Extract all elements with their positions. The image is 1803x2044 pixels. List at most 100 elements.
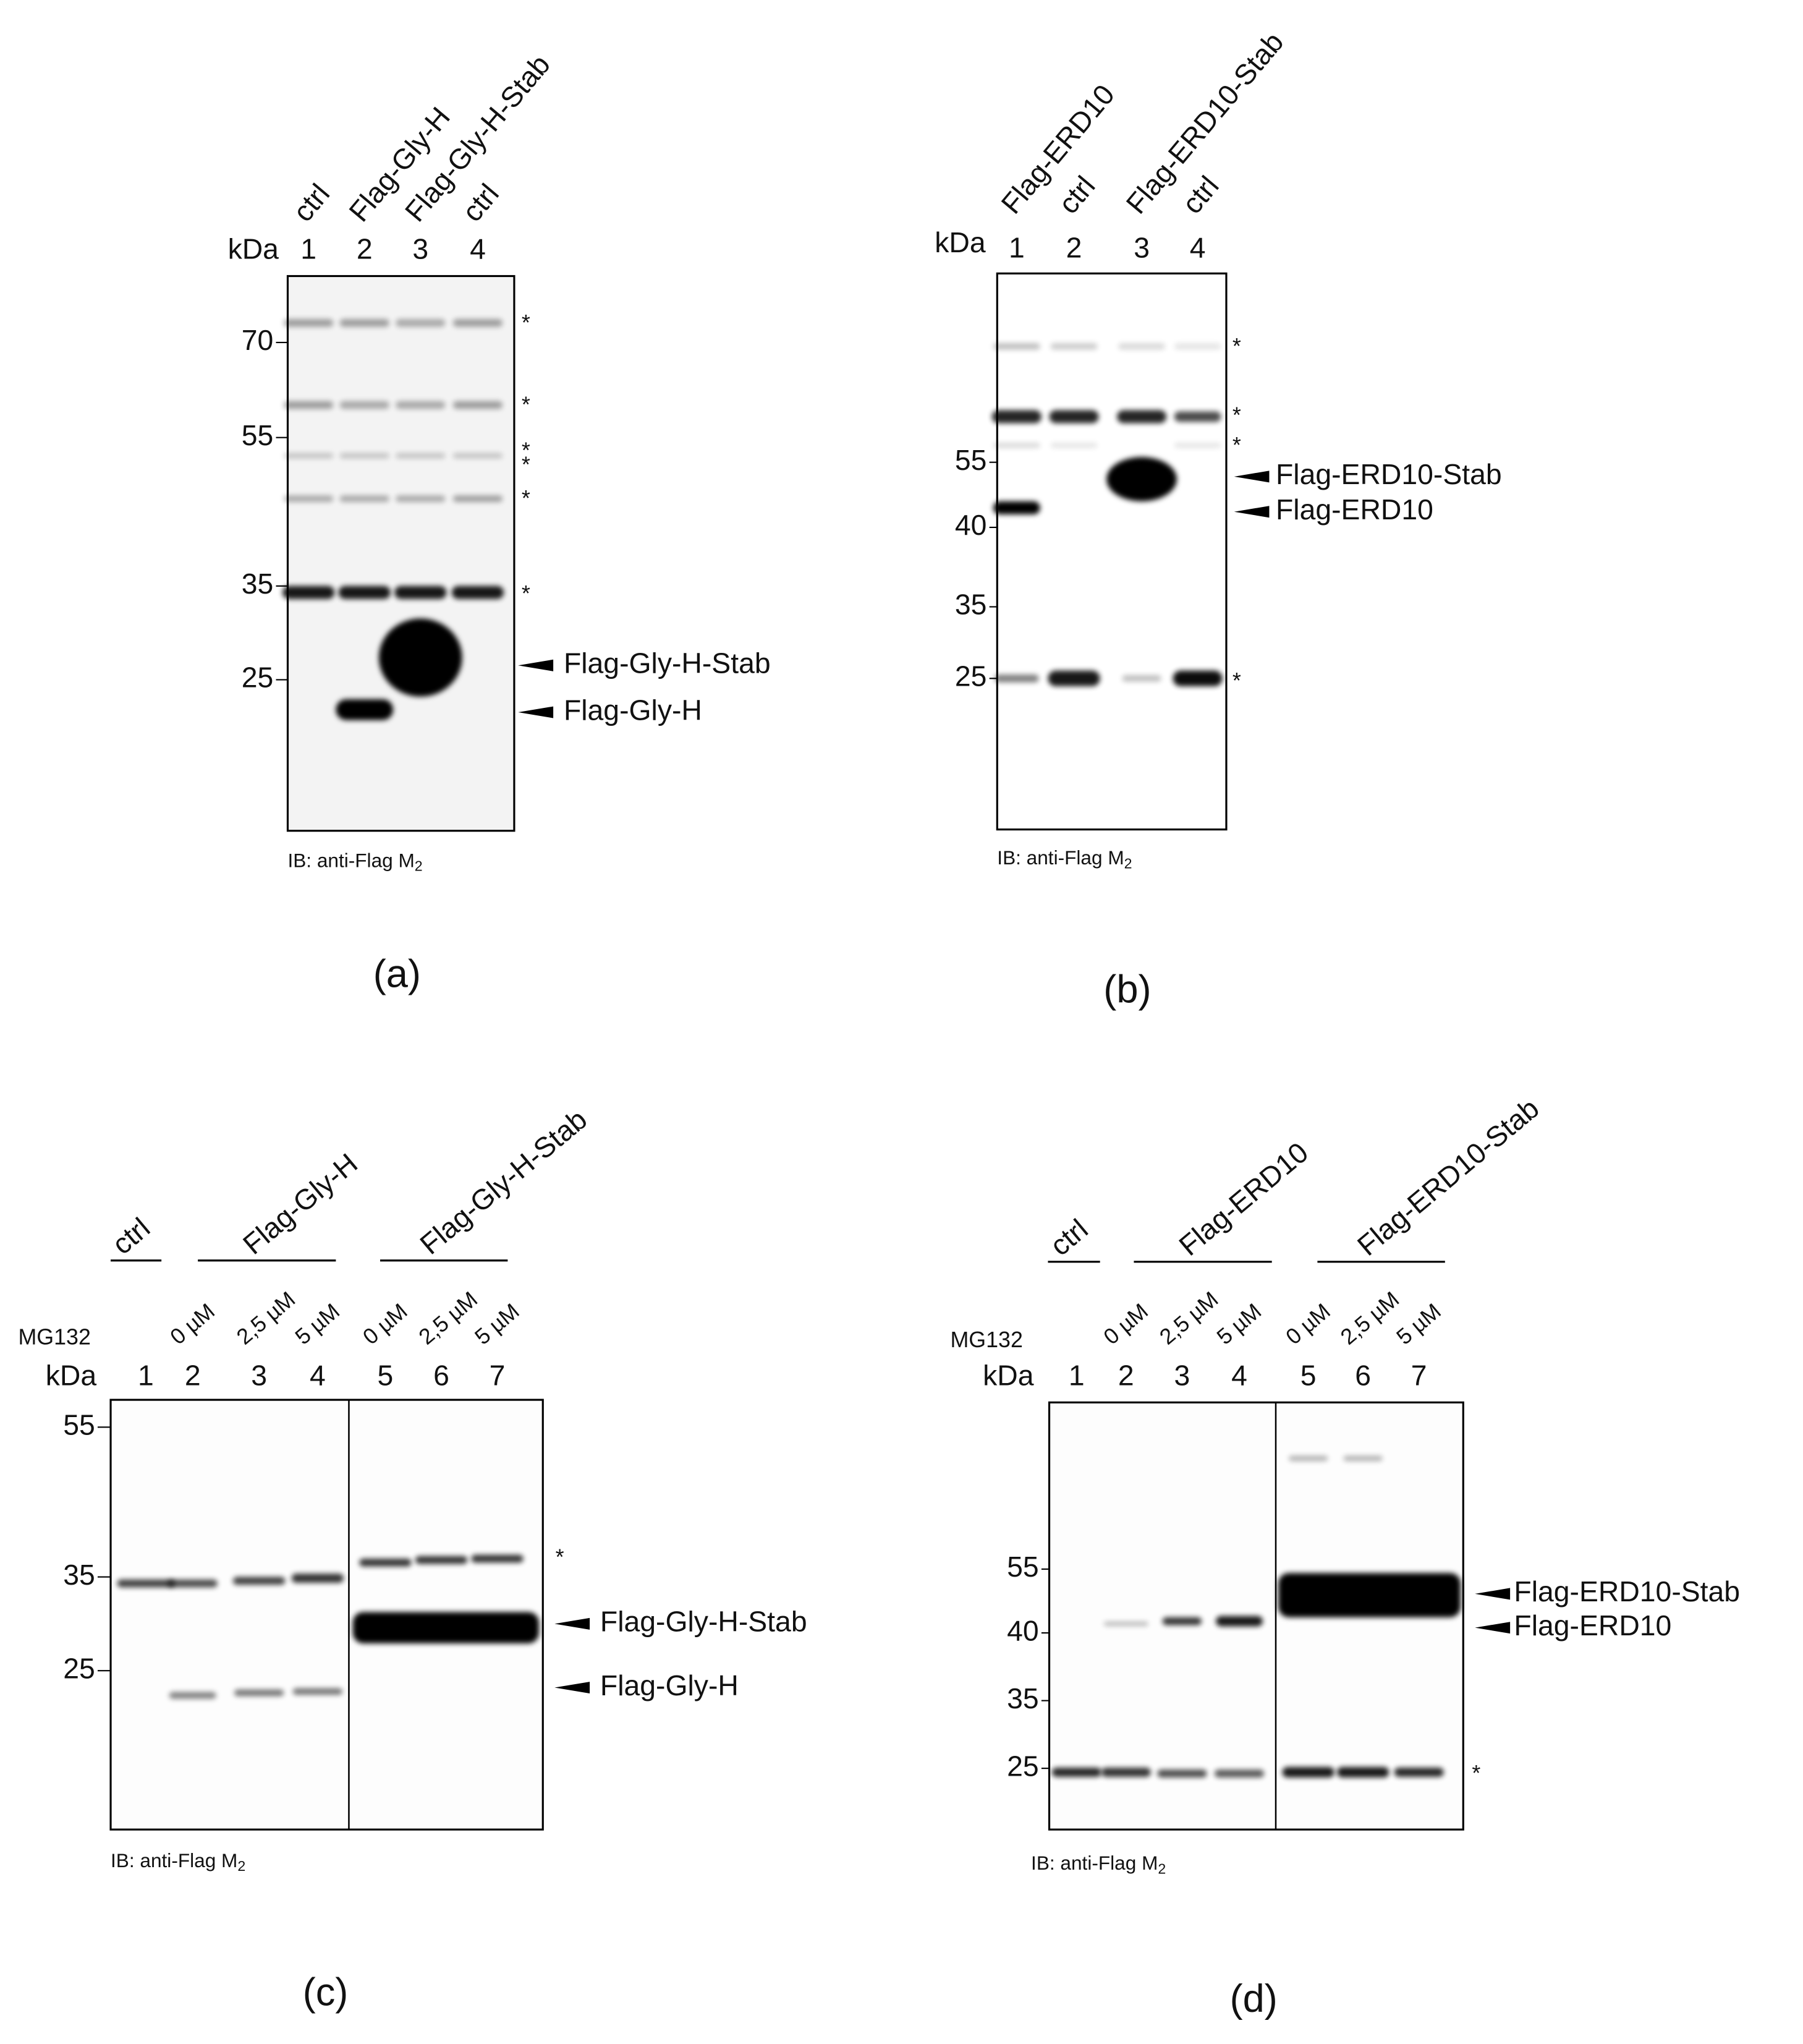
lane-number: 1 bbox=[138, 1360, 154, 1392]
asterisk: * bbox=[522, 486, 530, 511]
lane-number: 4 bbox=[1231, 1360, 1247, 1392]
band bbox=[1282, 1767, 1334, 1778]
band bbox=[234, 1689, 284, 1697]
lane-label: ctrl bbox=[1176, 170, 1225, 220]
subscript: 2 bbox=[1124, 856, 1132, 872]
asterisk: * bbox=[1232, 433, 1241, 458]
band bbox=[1157, 1769, 1207, 1778]
kda-label: kDa bbox=[46, 1360, 97, 1392]
subscript: 2 bbox=[237, 1858, 245, 1874]
band-label: Flag-Gly-H bbox=[564, 694, 702, 726]
asterisk: * bbox=[1472, 1761, 1480, 1786]
group-label: Flag-ERD10 bbox=[1173, 1136, 1314, 1262]
band-label: Flag-ERD10-Stab bbox=[1276, 458, 1502, 490]
lane-number: 2 bbox=[357, 233, 373, 265]
blot bbox=[287, 276, 514, 831]
band bbox=[117, 1579, 175, 1588]
arrowhead bbox=[554, 1617, 590, 1630]
asterisk: * bbox=[522, 310, 530, 335]
band bbox=[1118, 343, 1165, 350]
arrowhead bbox=[1234, 506, 1270, 518]
band-label: Flag-Gly-H bbox=[600, 1669, 739, 1701]
mw-marker: 35 bbox=[242, 568, 274, 600]
mw-marker: 25 bbox=[242, 662, 274, 694]
mw-marker: 35 bbox=[955, 589, 987, 621]
lane-number: 6 bbox=[1355, 1360, 1371, 1392]
blot bbox=[997, 273, 1226, 830]
band-label: Flag-ERD10 bbox=[1276, 493, 1433, 526]
mw-marker: 55 bbox=[242, 419, 274, 451]
group-label: ctrl bbox=[106, 1211, 156, 1261]
band bbox=[1174, 443, 1221, 448]
blot-border bbox=[286, 275, 515, 832]
lane-label: ctrl bbox=[287, 177, 336, 228]
band bbox=[339, 401, 389, 409]
band bbox=[396, 401, 446, 409]
band bbox=[993, 343, 1040, 350]
band bbox=[1117, 410, 1167, 424]
panel-label: (c) bbox=[303, 1970, 349, 2014]
band bbox=[232, 1577, 286, 1585]
band bbox=[1050, 443, 1098, 448]
treatment-label: MG132 bbox=[950, 1327, 1022, 1352]
band bbox=[995, 674, 1039, 683]
concentration-label: 0 µM bbox=[358, 1298, 412, 1349]
band bbox=[168, 1579, 218, 1588]
lane-number: 3 bbox=[1174, 1360, 1190, 1392]
band bbox=[339, 319, 389, 327]
band bbox=[284, 319, 334, 327]
band bbox=[993, 443, 1040, 448]
antibody-caption: IB: anti-Flag M2 bbox=[997, 846, 1132, 871]
band-label: Flag-ERD10 bbox=[1514, 1609, 1671, 1642]
group-label: Flag-ERD10-Stab bbox=[1351, 1092, 1545, 1262]
lane-number: 5 bbox=[1300, 1360, 1317, 1392]
panel-label: (a) bbox=[373, 952, 421, 995]
band bbox=[452, 401, 503, 409]
lane-label: ctrl bbox=[456, 177, 506, 228]
band bbox=[352, 1612, 539, 1643]
blot-border bbox=[109, 1399, 544, 1831]
concentration-label: 2,5 µM bbox=[1336, 1287, 1404, 1349]
concentration-label: 0 µM bbox=[1099, 1298, 1153, 1349]
band bbox=[378, 618, 462, 697]
band bbox=[1216, 1616, 1263, 1627]
asterisk: * bbox=[1232, 668, 1241, 693]
band bbox=[336, 699, 394, 720]
band bbox=[1215, 1769, 1265, 1778]
band bbox=[284, 453, 334, 459]
panel: Flag-ERD10 ctrl Flag-ERD10-Stab ctrl kDa 1 2 3 4… bbox=[935, 26, 1501, 1011]
antibody-caption: IB: anti-Flag M2 bbox=[111, 1849, 245, 1874]
lane-number: 7 bbox=[1411, 1360, 1427, 1392]
band bbox=[993, 501, 1040, 514]
band-label: Flag-Gly-H-Stab bbox=[564, 647, 771, 679]
band bbox=[1122, 675, 1161, 682]
arrowhead bbox=[1475, 1622, 1511, 1634]
band bbox=[1278, 1573, 1461, 1617]
band bbox=[282, 586, 335, 599]
antibody-caption: IB: anti-Flag M2 bbox=[287, 850, 422, 874]
band bbox=[415, 1556, 468, 1564]
band bbox=[452, 319, 503, 327]
band bbox=[339, 495, 389, 502]
lane-label: ctrl bbox=[1052, 170, 1101, 220]
band bbox=[396, 453, 446, 459]
arrowhead bbox=[1234, 471, 1270, 483]
mw-marker: 35 bbox=[63, 1559, 95, 1591]
kda-label: kDa bbox=[983, 1360, 1034, 1392]
band bbox=[1104, 1622, 1148, 1626]
lane-number: 4 bbox=[1190, 232, 1206, 264]
antibody-caption: IB: anti-Flag M2 bbox=[1031, 1852, 1166, 1876]
lane-number: 5 bbox=[378, 1360, 394, 1392]
mw-marker: 25 bbox=[955, 660, 987, 692]
blot-border bbox=[1048, 1401, 1464, 1831]
band bbox=[1051, 1768, 1101, 1777]
band bbox=[1101, 1768, 1151, 1777]
subscript: 2 bbox=[415, 858, 423, 874]
asterisk: * bbox=[556, 1544, 564, 1569]
kda-label: kDa bbox=[935, 226, 986, 258]
lane-number: 4 bbox=[310, 1360, 326, 1392]
band bbox=[471, 1554, 524, 1563]
antibody-text: IB: anti-Flag M bbox=[1031, 1852, 1158, 1874]
concentration-label: 2,5 µM bbox=[414, 1287, 482, 1349]
